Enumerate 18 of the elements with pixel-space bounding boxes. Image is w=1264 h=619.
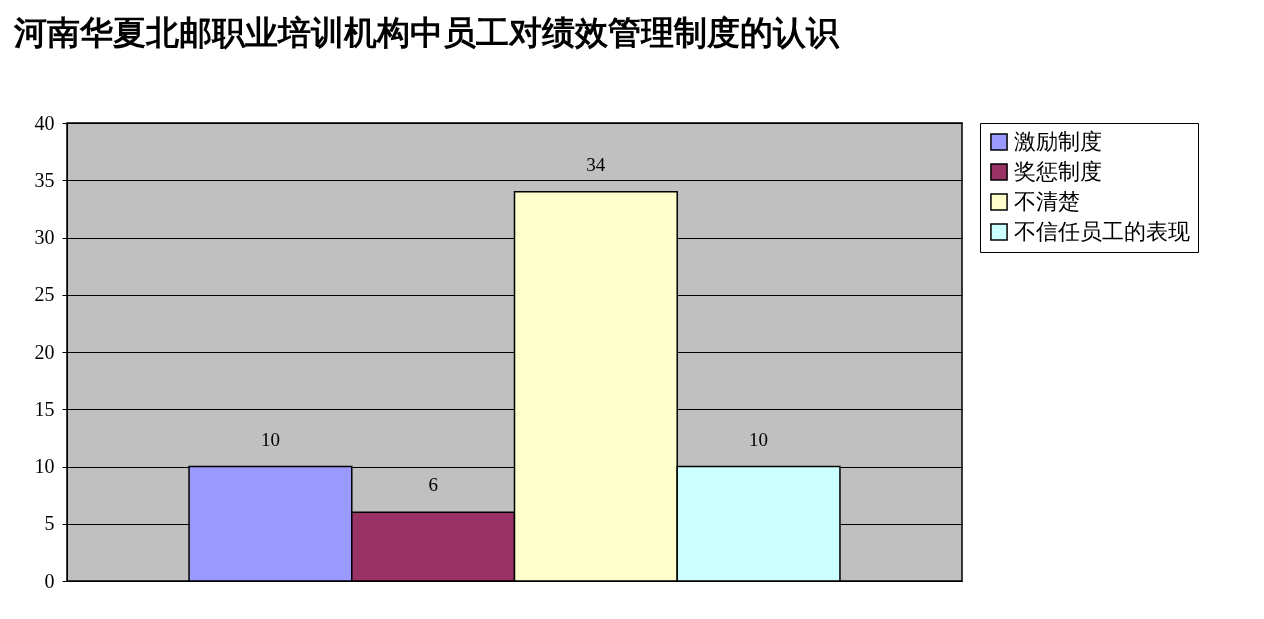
y-tick-label: 20 bbox=[34, 340, 55, 363]
y-tick-label: 25 bbox=[34, 283, 55, 306]
y-tick-label: 5 bbox=[44, 512, 55, 535]
y-tick-label: 35 bbox=[34, 168, 55, 191]
y-tick-label: 15 bbox=[34, 397, 55, 420]
legend-label: 不清楚 bbox=[1014, 189, 1080, 214]
y-tick-label: 0 bbox=[44, 569, 55, 592]
y-tick-label: 10 bbox=[34, 455, 55, 477]
chart-title: 河南华夏北邮职业培训机构中员工对绩效管理制度的认识 bbox=[13, 13, 840, 52]
data-label: 10 bbox=[749, 428, 769, 450]
data-label: 10 bbox=[260, 428, 280, 450]
legend-label: 激励制度 bbox=[1014, 129, 1102, 154]
legend-label: 奖惩制度 bbox=[1014, 159, 1102, 184]
data-label: 6 bbox=[428, 474, 438, 496]
data-label: 34 bbox=[586, 153, 606, 175]
y-tick-label: 30 bbox=[34, 226, 55, 248]
y-tick-label: 40 bbox=[34, 111, 55, 134]
legend-label: 不信任员工的表现 bbox=[1014, 219, 1190, 244]
